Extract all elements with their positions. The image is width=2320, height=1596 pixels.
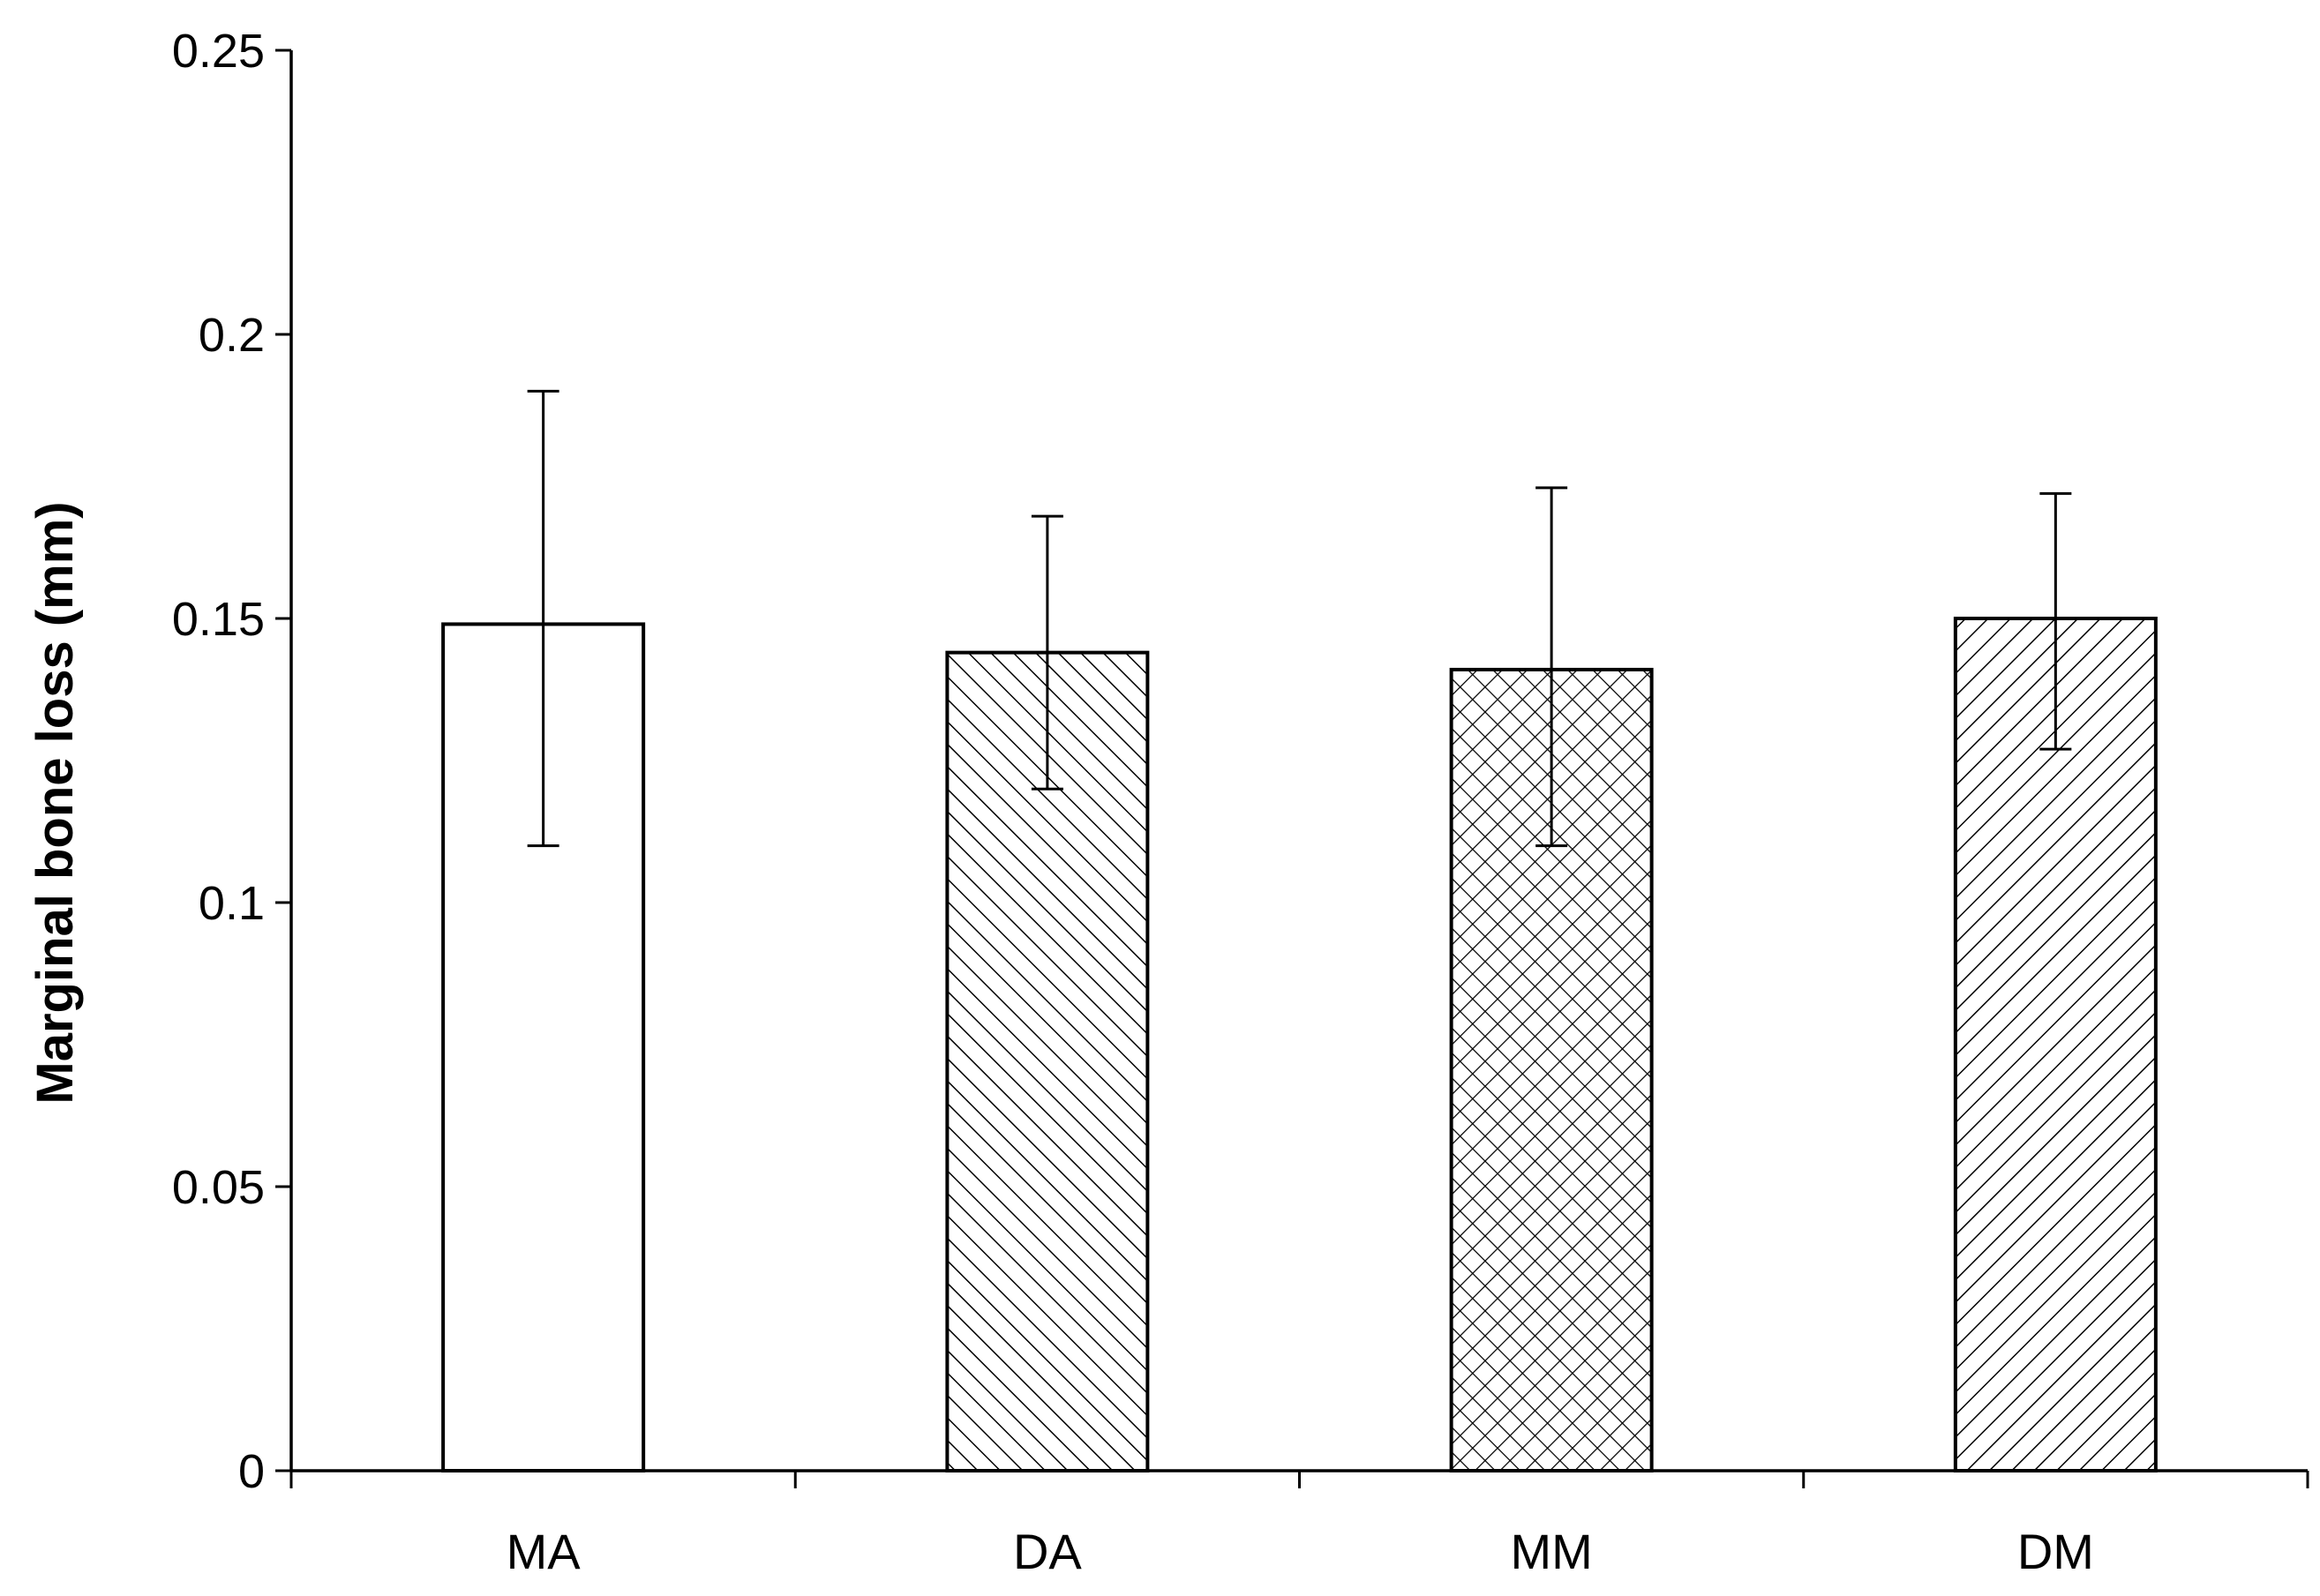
x-category-label: DA	[1013, 1524, 1082, 1579]
bars	[441, 617, 2158, 1472]
y-tick-label: 0.05	[172, 1161, 265, 1214]
y-tick-label: 0.1	[199, 877, 265, 930]
y-tick-label: 0.25	[172, 25, 265, 78]
x-category-label: MA	[507, 1524, 582, 1579]
y-tick-label: 0.2	[199, 309, 265, 362]
y-tick-label: 0	[238, 1445, 265, 1498]
y-axis-ticks: 0 0.05 0.1 0.15 0.2 0.25	[172, 25, 291, 1498]
error-bars	[527, 389, 2072, 848]
x-category-label: MM	[1510, 1524, 1592, 1579]
x-axis-ticks: MA DA MM DM	[289, 1471, 2309, 1579]
y-tick-label: 0.15	[172, 593, 265, 646]
y-axis-title: Marginal bone loss (mm)	[26, 501, 84, 1104]
axes	[289, 50, 2308, 1472]
x-category-label: DM	[2017, 1524, 2094, 1579]
